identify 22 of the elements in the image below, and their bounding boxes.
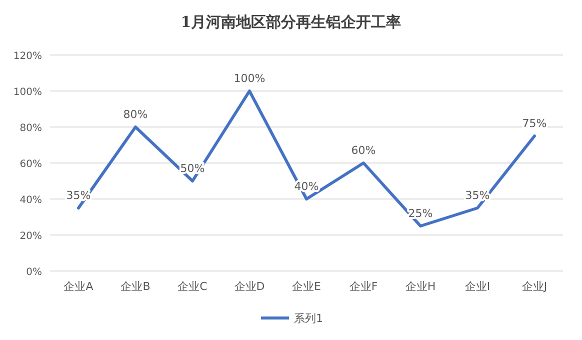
x-tick-label: 企业D — [234, 280, 265, 293]
x-tick-label: 企业I — [464, 280, 490, 293]
x-tick-label: 企业E — [292, 280, 322, 293]
data-label: 80% — [123, 108, 148, 121]
x-tick-label: 企业A — [64, 280, 94, 293]
y-tick-label: 80% — [20, 123, 42, 134]
x-tick-label: 企业J — [522, 280, 548, 293]
y-tick-label: 60% — [20, 159, 42, 170]
y-tick-label: 20% — [20, 231, 42, 242]
y-tick-label: 120% — [13, 51, 42, 62]
x-tick-label: 企业C — [178, 280, 208, 293]
data-label: 75% — [522, 117, 547, 130]
x-tick-label: 企业F — [349, 280, 378, 293]
data-label: 100% — [234, 72, 266, 85]
y-tick-label: 0% — [26, 267, 42, 278]
data-label: 60% — [351, 144, 376, 157]
y-tick-label: 40% — [20, 195, 42, 206]
y-tick-label: 100% — [13, 87, 42, 98]
x-tick-label: 企业B — [120, 280, 150, 293]
legend-label: 系列1 — [294, 312, 323, 325]
chart-title: 1月河南地区部分再生铝企开工率 — [180, 13, 402, 31]
x-tick-label: 企业H — [405, 280, 436, 293]
